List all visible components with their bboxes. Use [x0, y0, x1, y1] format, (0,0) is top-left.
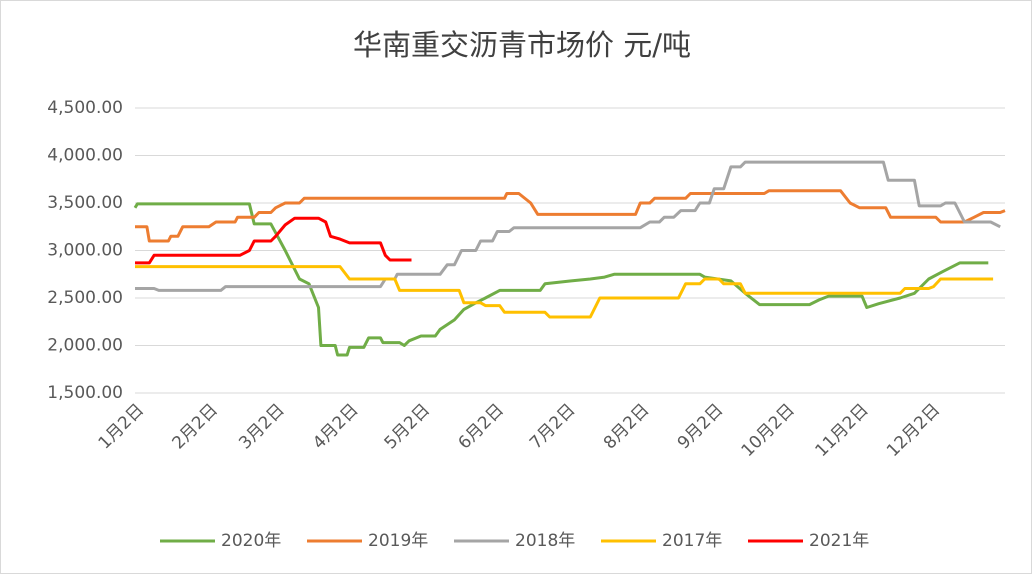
- y-tick-label: 3,500.00: [47, 193, 123, 213]
- y-tick-label: 2,000.00: [47, 336, 123, 356]
- series-line: [133, 202, 989, 357]
- legend-label: 2021年: [809, 531, 869, 551]
- y-tick-label: 4,500.00: [47, 98, 123, 118]
- legend-label: 2020年: [221, 531, 281, 551]
- series-line: [135, 189, 1006, 243]
- series-line: [135, 265, 994, 319]
- y-tick-label: 4,000.00: [47, 146, 123, 166]
- y-tick-label: 1,500.00: [47, 383, 123, 403]
- chart-title: 华南重交沥青市场价 元/吨: [353, 28, 691, 62]
- legend-label: 2019年: [368, 531, 428, 551]
- legend-label: 2018年: [515, 531, 575, 551]
- y-tick-label: 3,000.00: [47, 241, 123, 261]
- y-tick-label: 2,500.00: [47, 288, 123, 308]
- series-line: [135, 216, 412, 265]
- legend-label: 2017年: [662, 531, 722, 551]
